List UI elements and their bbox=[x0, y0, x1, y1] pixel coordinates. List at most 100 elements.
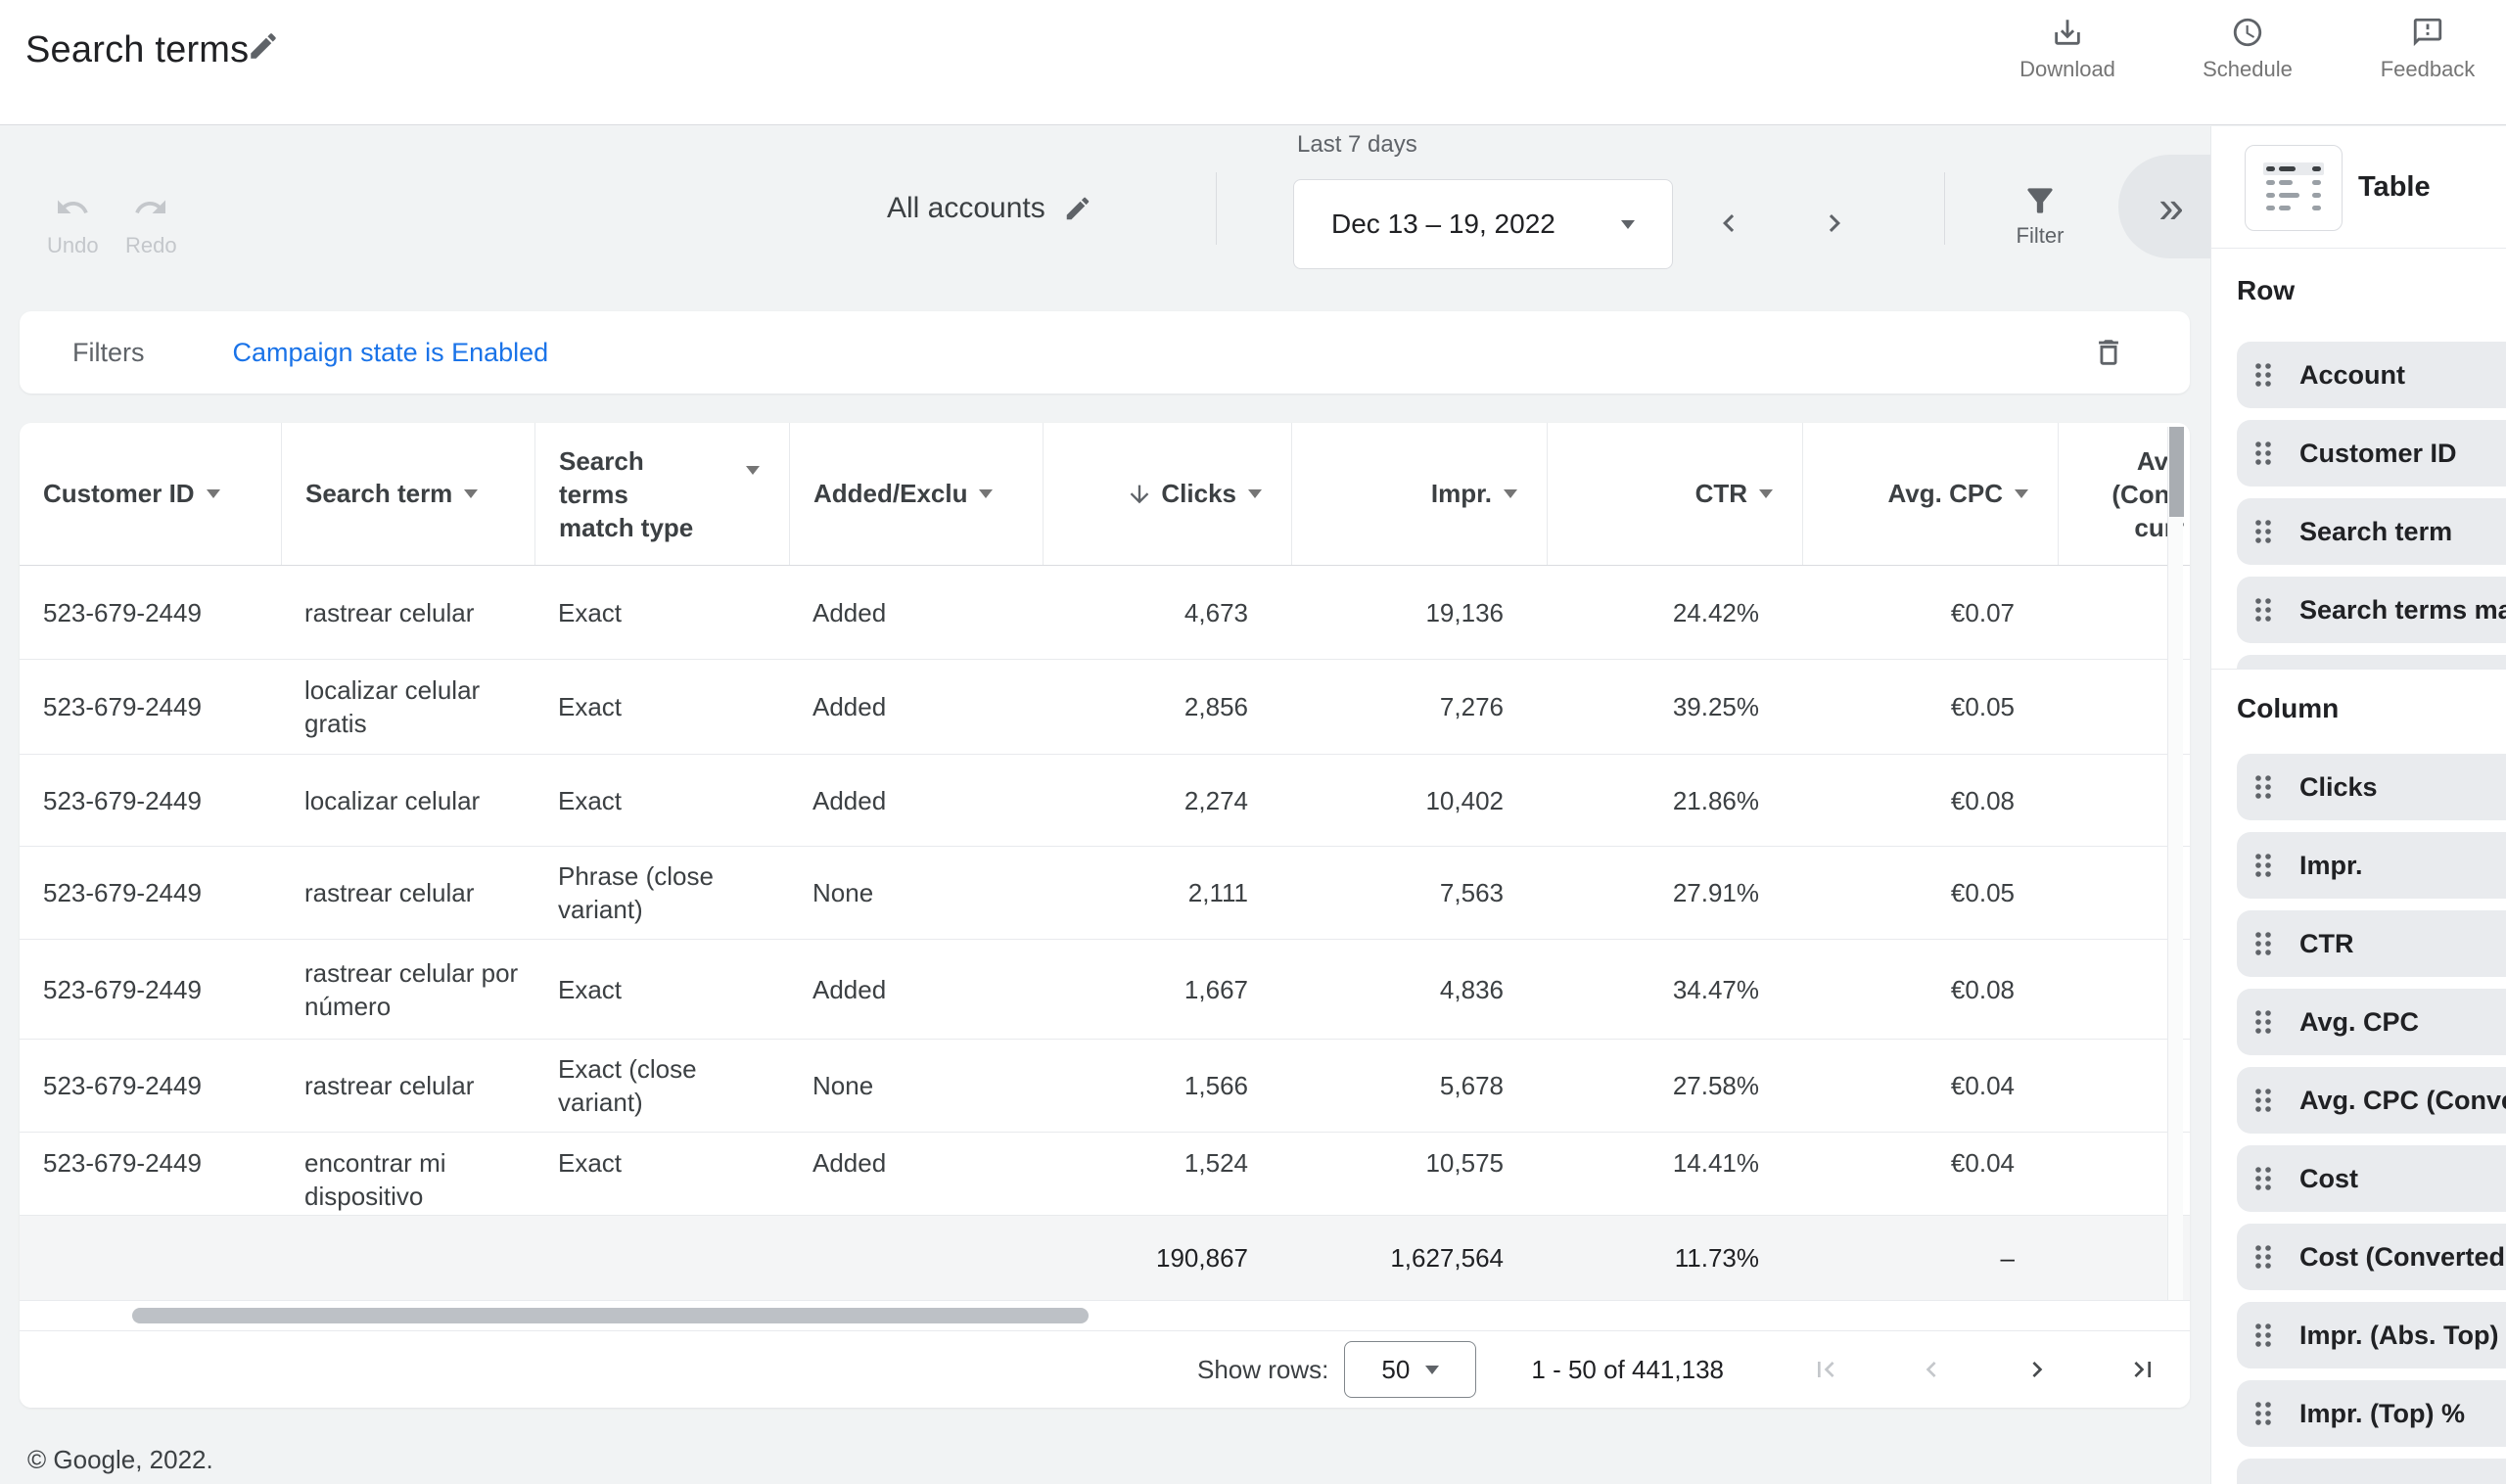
cell-avg-cpc: €0.05 bbox=[1950, 692, 2015, 721]
chevron-down-icon bbox=[979, 489, 994, 498]
cell-impressions: 4,836 bbox=[1439, 974, 1504, 1004]
next-page-button[interactable] bbox=[2021, 1354, 2053, 1385]
row-chip-partial[interactable] bbox=[2237, 655, 2506, 669]
cell-ctr: 14.41% bbox=[1672, 1148, 1759, 1178]
chip-label: Avg. CPC bbox=[2299, 1006, 2420, 1037]
col-header-ctr[interactable]: CTR bbox=[1547, 423, 1802, 565]
schedule-label: Schedule bbox=[2203, 57, 2293, 81]
feedback-icon bbox=[2411, 16, 2444, 49]
redo-label: Redo bbox=[125, 233, 177, 257]
table-row[interactable]: 523-679-2449 rastrear celular Exact Adde… bbox=[20, 566, 2190, 660]
table-header-row: Customer ID Search term Search terms mat… bbox=[20, 423, 2190, 566]
col-header-avg-cpc[interactable]: Avg. CPC bbox=[1802, 423, 2058, 565]
totals-clicks: 190,867 bbox=[1156, 1243, 1248, 1273]
horizontal-scrollbar-thumb[interactable] bbox=[132, 1308, 1089, 1323]
col-label: Clicks bbox=[1161, 479, 1236, 508]
cell-impressions: 7,276 bbox=[1439, 692, 1504, 721]
edit-title-button[interactable] bbox=[247, 29, 280, 63]
cell-impressions: 5,678 bbox=[1439, 1071, 1504, 1100]
cell-ctr: 27.58% bbox=[1672, 1071, 1759, 1100]
chip-label: CTR bbox=[2299, 928, 2354, 958]
active-filter-link[interactable]: Campaign state is Enabled bbox=[232, 337, 549, 367]
collapse-panel-button[interactable]: » bbox=[2118, 155, 2210, 258]
download-label: Download bbox=[2019, 57, 2115, 81]
column-chip-impr-abs-top[interactable]: Impr. (Abs. Top) % bbox=[2237, 1302, 2506, 1368]
column-chip-impressions[interactable]: Impr. bbox=[2237, 832, 2506, 899]
chip-label: Impr. (Abs. Top) % bbox=[2299, 1320, 2506, 1350]
header-actions: Download Schedule Feedback bbox=[2019, 16, 2477, 82]
row-chip-account[interactable]: Account bbox=[2237, 342, 2506, 408]
column-chip-ctr[interactable]: CTR bbox=[2237, 910, 2506, 977]
cell-clicks: 2,274 bbox=[1183, 785, 1248, 815]
column-chip-avg-cpc-converted[interactable]: Avg. CPC (Converted bbox=[2237, 1067, 2506, 1134]
last-page-button[interactable] bbox=[2127, 1354, 2158, 1385]
cell-customer-id: 523-679-2449 bbox=[43, 785, 202, 815]
column-chip-partial[interactable] bbox=[2237, 1459, 2506, 1484]
account-scope-label: All accounts bbox=[887, 192, 1045, 224]
table-row[interactable]: 523-679-2449 rastrear celular Exact (clo… bbox=[20, 1040, 2190, 1133]
account-scope-selector[interactable]: All accounts bbox=[887, 192, 1092, 225]
chip-label: Cost (Converted cur bbox=[2299, 1241, 2506, 1272]
first-page-button[interactable] bbox=[1810, 1354, 1841, 1385]
totals-ctr: 11.73% bbox=[1674, 1243, 1759, 1273]
next-period-button[interactable] bbox=[1817, 206, 1852, 241]
col-header-impressions[interactable]: Impr. bbox=[1291, 423, 1547, 565]
cell-impressions: 7,563 bbox=[1439, 878, 1504, 907]
col-header-match-type[interactable]: Search terms match type bbox=[534, 423, 789, 565]
show-rows-label: Show rows: bbox=[1197, 1354, 1329, 1384]
previous-period-button[interactable] bbox=[1711, 206, 1746, 241]
drag-handle-icon bbox=[2252, 1087, 2274, 1114]
sort-descending-icon bbox=[1126, 481, 1153, 508]
cell-added-excluded: Added bbox=[812, 1148, 887, 1178]
column-chip-cost-converted[interactable]: Cost (Converted cur bbox=[2237, 1224, 2506, 1290]
filters-bar: Filters Campaign state is Enabled bbox=[20, 311, 2190, 394]
cell-avg-cpc: €0.04 bbox=[1950, 1148, 2015, 1178]
view-type-table-button[interactable] bbox=[2245, 145, 2343, 231]
view-type-label: Table bbox=[2358, 171, 2431, 203]
table-row[interactable]: 523-679-2449 rastrear celular por número… bbox=[20, 940, 2190, 1040]
undo-button[interactable]: Undo bbox=[47, 190, 99, 258]
totals-row: 190,867 1,627,564 11.73% – bbox=[20, 1216, 2190, 1301]
download-button[interactable]: Download bbox=[2019, 16, 2116, 82]
col-header-clicks[interactable]: Clicks bbox=[1043, 423, 1291, 565]
horizontal-scrollbar[interactable] bbox=[20, 1301, 2190, 1330]
col-header-added-excluded[interactable]: Added/Exclu bbox=[789, 423, 1043, 565]
table-row[interactable]: 523-679-2449 rastrear celular Phrase (cl… bbox=[20, 847, 2190, 940]
table-row[interactable]: 523-679-2449 localizar celular gratis Ex… bbox=[20, 660, 2190, 755]
column-chip-impr-top[interactable]: Impr. (Top) % bbox=[2237, 1380, 2506, 1447]
col-label: Search term bbox=[305, 479, 453, 508]
cell-clicks: 2,856 bbox=[1183, 692, 1248, 721]
vertical-scrollbar[interactable] bbox=[2167, 427, 2184, 1300]
cell-added-excluded: None bbox=[812, 878, 874, 907]
delete-filter-button[interactable] bbox=[2092, 336, 2125, 369]
column-chip-cost[interactable]: Cost bbox=[2237, 1145, 2506, 1212]
table-row[interactable]: 523-679-2449 encontrar mi dispositivo Ex… bbox=[20, 1133, 2190, 1216]
drag-handle-icon bbox=[2252, 1165, 2274, 1192]
clock-icon bbox=[2231, 16, 2264, 49]
table-row[interactable]: 523-679-2449 localizar celular Exact Add… bbox=[20, 755, 2190, 847]
column-chip-avg-cpc[interactable]: Avg. CPC bbox=[2237, 989, 2506, 1055]
chevron-down-icon bbox=[1621, 219, 1635, 229]
col-header-customer-id[interactable]: Customer ID bbox=[20, 423, 281, 565]
chevron-down-icon bbox=[1248, 489, 1262, 498]
row-chip-customer-id[interactable]: Customer ID bbox=[2237, 420, 2506, 487]
vertical-scrollbar-thumb[interactable] bbox=[2169, 427, 2184, 517]
rows-per-page-select[interactable]: 50 bbox=[1344, 1341, 1477, 1398]
row-chip-search-term[interactable]: Search term bbox=[2237, 498, 2506, 565]
col-header-search-term[interactable]: Search term bbox=[281, 423, 534, 565]
feedback-button[interactable]: Feedback bbox=[2379, 16, 2477, 82]
chip-label: Impr. (Top) % bbox=[2299, 1398, 2465, 1428]
redo-button[interactable]: Redo bbox=[125, 190, 177, 258]
column-chip-clicks[interactable]: Clicks bbox=[2237, 754, 2506, 820]
cell-ctr: 34.47% bbox=[1672, 974, 1759, 1004]
filter-button[interactable]: Filter bbox=[2001, 182, 2079, 249]
schedule-button[interactable]: Schedule bbox=[2199, 16, 2297, 82]
previous-page-button[interactable] bbox=[1916, 1354, 1947, 1385]
copyright-text: © Google, 2022. bbox=[27, 1445, 213, 1474]
cell-clicks: 1,566 bbox=[1183, 1071, 1248, 1100]
cell-clicks: 2,111 bbox=[1187, 878, 1248, 907]
drag-handle-icon bbox=[2252, 596, 2274, 624]
date-range-selector[interactable]: Dec 13 – 19, 2022 bbox=[1293, 179, 1673, 269]
row-chip-search-terms-match-type[interactable]: Search terms match bbox=[2237, 577, 2506, 643]
